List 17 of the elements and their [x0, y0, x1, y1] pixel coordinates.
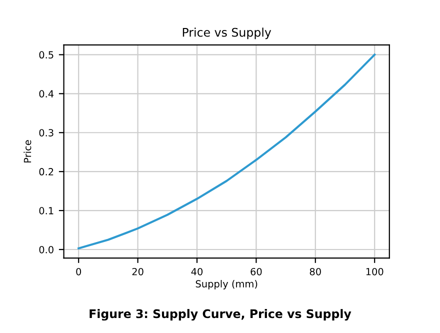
x-tick-label: 40	[191, 268, 203, 276]
y-tick-label: 0.4	[39, 90, 54, 98]
x-tick-label: 0	[76, 268, 82, 276]
y-axis-title: Price	[24, 140, 32, 162]
x-tick-label: 20	[132, 268, 144, 276]
x-tick-label: 60	[250, 268, 262, 276]
y-tick-label: 0.3	[39, 129, 54, 136]
y-tick-label: 0.2	[39, 168, 54, 176]
chart-title: Price vs Supply	[182, 28, 272, 40]
y-tick-label: 0.5	[39, 51, 54, 59]
line-series	[78, 54, 376, 250]
x-axis-title: Supply (mm)	[196, 280, 258, 290]
y-tick-label: 0.0	[39, 246, 54, 254]
x-tick-label: 80	[310, 268, 321, 276]
caption: Figure 3: Supply Curve, Price vs Supply	[90, 309, 352, 321]
x-tick-label: 100	[366, 268, 384, 276]
y-tick-label: 0.1	[39, 207, 54, 214]
